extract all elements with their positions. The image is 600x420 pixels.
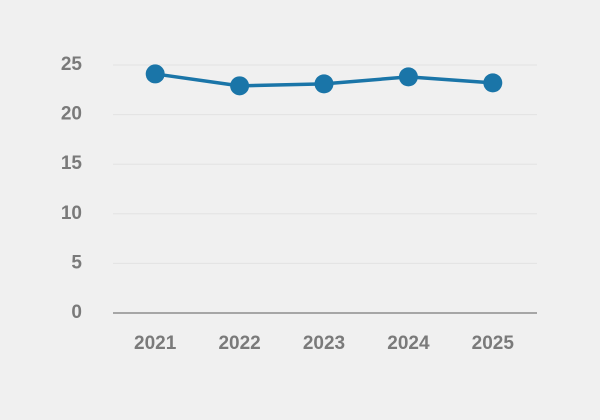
marker (398, 67, 418, 87)
y-tick-label: 20 (61, 104, 82, 125)
y-tick-label: 5 (71, 252, 82, 273)
x-tick-label: 2021 (134, 333, 177, 354)
x-tick-label: 2022 (218, 333, 260, 354)
y-tick-label: 25 (61, 54, 83, 75)
y-tick-label: 15 (61, 153, 83, 174)
x-tick-label: 2025 (472, 333, 515, 354)
marker (145, 64, 165, 84)
y-tick-label: 0 (71, 302, 82, 323)
x-tick-label: 2023 (303, 333, 345, 354)
x-tick-label: 2024 (387, 333, 430, 354)
marker (314, 74, 334, 94)
marker (230, 76, 250, 96)
marker (483, 73, 503, 93)
y-tick-label: 10 (61, 203, 82, 224)
